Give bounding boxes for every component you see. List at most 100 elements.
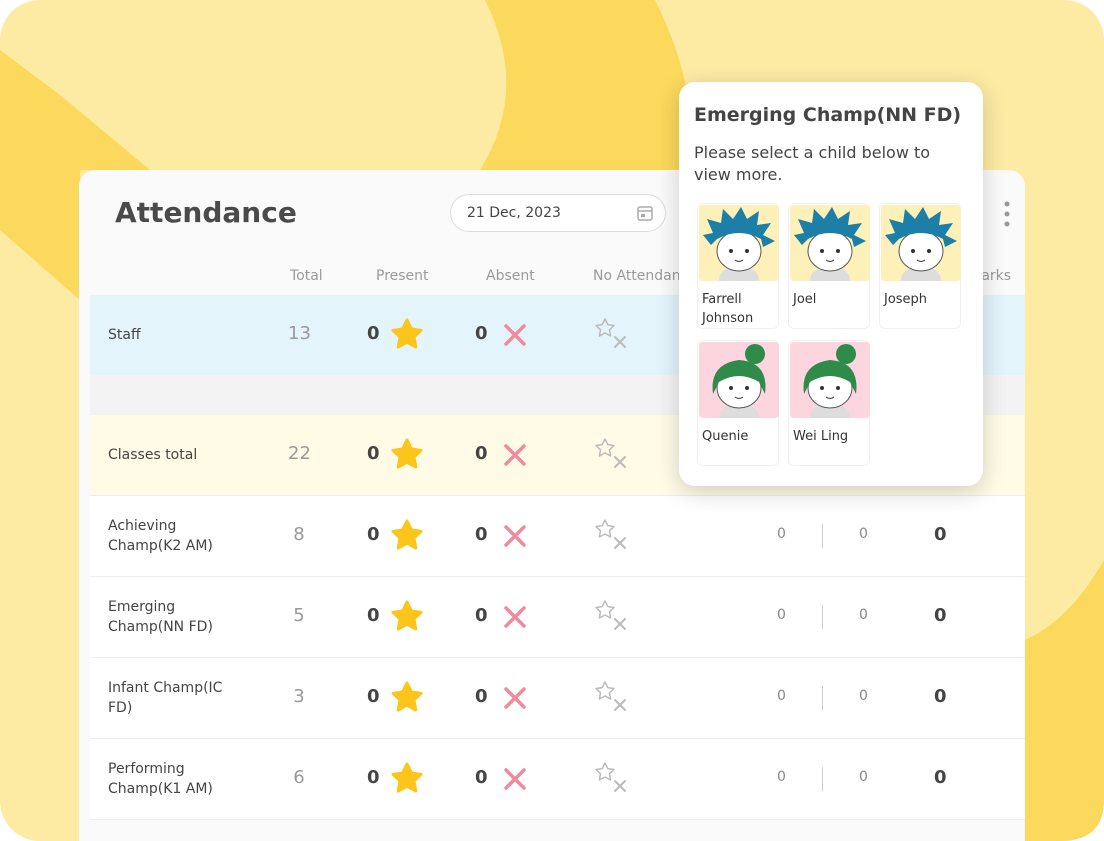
stat-total: 0 bbox=[934, 605, 947, 626]
total-count: 5 bbox=[293, 605, 305, 626]
row-label: Infant Champ(IC FD) bbox=[108, 680, 223, 716]
child-name: Farrell Johnson bbox=[702, 292, 754, 326]
total-count: 22 bbox=[288, 443, 311, 464]
no-attendance-icon-wrap bbox=[593, 680, 629, 718]
date-picker[interactable]: 21 Dec, 2023 bbox=[450, 194, 666, 232]
no-attendance-icon bbox=[595, 681, 626, 711]
present-icon bbox=[390, 518, 424, 556]
present-icon bbox=[390, 437, 424, 475]
column-header: Absent bbox=[486, 268, 535, 284]
stat-b: 0 bbox=[859, 526, 868, 542]
popup-text: Please select a child below to view more… bbox=[694, 143, 931, 184]
child-tile[interactable]: Quenie bbox=[697, 340, 779, 466]
divider bbox=[822, 686, 823, 710]
child-tile[interactable]: Farrell Johnson bbox=[697, 203, 779, 329]
stat-a: 0 bbox=[777, 526, 786, 542]
absent-count: 0 bbox=[475, 443, 488, 464]
stat-b: 0 bbox=[859, 607, 868, 623]
star-icon bbox=[391, 600, 423, 631]
menu-icon[interactable] bbox=[1000, 200, 1014, 230]
stat-b: 0 bbox=[859, 769, 868, 785]
column-header: Total bbox=[290, 268, 323, 284]
child-name: Joel bbox=[793, 292, 817, 307]
absent-icon bbox=[502, 766, 528, 796]
total-count: 8 bbox=[293, 524, 305, 545]
present-count: 0 bbox=[367, 323, 380, 344]
row-label: Classes total bbox=[108, 447, 198, 463]
table-row: Performing Champ(K1 AM) 6 0 0 0 0 0 bbox=[90, 739, 1025, 820]
stat-total: 0 bbox=[934, 524, 947, 545]
cross-icon bbox=[504, 324, 526, 346]
present-icon bbox=[390, 761, 424, 799]
stat-a: 0 bbox=[777, 688, 786, 704]
star-icon bbox=[391, 681, 423, 712]
no-attendance-icon bbox=[595, 438, 626, 468]
divider bbox=[822, 524, 823, 548]
present-icon bbox=[390, 680, 424, 718]
no-attendance-icon-wrap bbox=[593, 317, 629, 355]
child-avatar bbox=[790, 342, 870, 418]
present-count: 0 bbox=[367, 524, 380, 545]
table-row: Emerging Champ(NN FD) 5 0 0 0 0 0 bbox=[90, 577, 1025, 658]
table-row: Infant Champ(IC FD) 3 0 0 0 0 0 bbox=[90, 658, 1025, 739]
star-icon bbox=[391, 519, 423, 550]
no-attendance-icon bbox=[595, 762, 626, 792]
child-tile[interactable]: Joseph bbox=[879, 203, 961, 329]
column-header: No Attendance bbox=[593, 268, 697, 284]
divider bbox=[822, 767, 823, 791]
child-name: Joseph bbox=[884, 292, 928, 307]
stat-b: 0 bbox=[859, 688, 868, 704]
absent-icon bbox=[502, 523, 528, 553]
cross-icon bbox=[504, 525, 526, 547]
present-count: 0 bbox=[367, 605, 380, 626]
row-label: Performing Champ(K1 AM) bbox=[108, 761, 213, 797]
absent-icon bbox=[502, 442, 528, 472]
popup-title: Emerging Champ(NN FD) bbox=[694, 104, 962, 126]
date-text: 21 Dec, 2023 bbox=[467, 205, 561, 221]
total-count: 13 bbox=[288, 323, 311, 344]
present-icon bbox=[390, 317, 424, 355]
child-avatar bbox=[699, 342, 779, 418]
no-attendance-icon-wrap bbox=[593, 761, 629, 799]
child-name: Wei Ling bbox=[793, 429, 849, 444]
stat-a: 0 bbox=[777, 607, 786, 623]
star-icon bbox=[391, 318, 423, 349]
star-icon bbox=[391, 438, 423, 469]
absent-icon bbox=[502, 685, 528, 715]
child-name: Quenie bbox=[702, 429, 749, 444]
child-avatar bbox=[790, 205, 870, 281]
total-count: 3 bbox=[293, 686, 305, 707]
no-attendance-icon-wrap bbox=[593, 518, 629, 556]
table-row: Achieving Champ(K2 AM) 8 0 0 0 0 0 bbox=[90, 496, 1025, 577]
row-label: Staff bbox=[108, 327, 141, 343]
class-popup: Emerging Champ(NN FD) Please select a ch… bbox=[679, 82, 983, 486]
calendar-icon bbox=[637, 206, 653, 221]
cross-icon bbox=[504, 444, 526, 466]
child-tile[interactable]: Wei Ling bbox=[788, 340, 870, 466]
absent-count: 0 bbox=[475, 605, 488, 626]
star-icon bbox=[391, 762, 423, 793]
column-header: Present bbox=[376, 268, 429, 284]
present-count: 0 bbox=[367, 686, 380, 707]
child-avatar bbox=[699, 205, 779, 281]
child-avatar bbox=[881, 205, 961, 281]
stat-a: 0 bbox=[777, 769, 786, 785]
cross-icon bbox=[504, 687, 526, 709]
absent-icon bbox=[502, 604, 528, 634]
absent-count: 0 bbox=[475, 686, 488, 707]
total-count: 6 bbox=[293, 767, 305, 788]
absent-count: 0 bbox=[475, 524, 488, 545]
row-label: Achieving Champ(K2 AM) bbox=[108, 518, 213, 554]
child-tile[interactable]: Joel bbox=[788, 203, 870, 329]
row-label: Emerging Champ(NN FD) bbox=[108, 599, 213, 635]
present-icon bbox=[390, 599, 424, 637]
absent-count: 0 bbox=[475, 767, 488, 788]
no-attendance-icon bbox=[595, 519, 626, 549]
no-attendance-icon bbox=[595, 318, 626, 348]
no-attendance-icon-wrap bbox=[593, 599, 629, 637]
absent-count: 0 bbox=[475, 323, 488, 344]
stat-total: 0 bbox=[934, 686, 947, 707]
cross-icon bbox=[504, 768, 526, 790]
no-attendance-icon bbox=[595, 600, 626, 630]
